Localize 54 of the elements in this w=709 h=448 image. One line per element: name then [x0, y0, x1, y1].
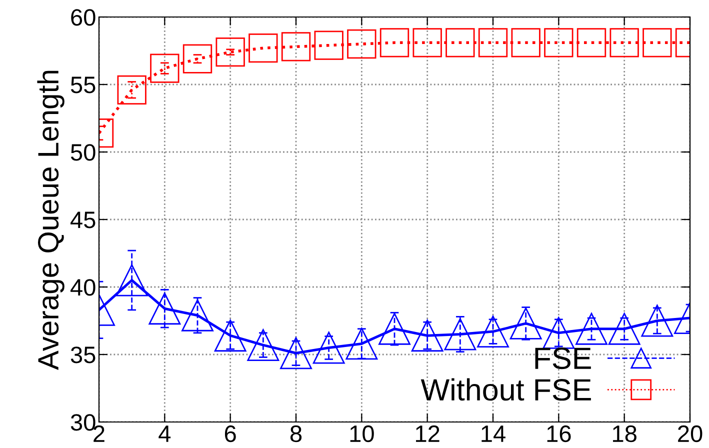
- y-tick-label: 60: [71, 9, 96, 26]
- point: [542, 316, 575, 349]
- point: [380, 28, 410, 58]
- point: [446, 28, 475, 58]
- point: [214, 320, 246, 352]
- point: [248, 33, 278, 63]
- point: [412, 28, 442, 58]
- point: [182, 44, 212, 74]
- y-axis-title: Average Queue Length: [37, 70, 64, 370]
- point: [608, 312, 640, 345]
- point: [314, 30, 344, 60]
- point: [346, 328, 378, 360]
- point: [576, 28, 606, 58]
- point: [411, 320, 444, 352]
- point: [148, 292, 181, 325]
- y-tick-label: 30: [70, 414, 96, 431]
- point: [642, 28, 672, 58]
- point: [281, 32, 311, 62]
- point: [576, 312, 608, 345]
- point: [478, 28, 508, 58]
- y-tick-label: 40: [70, 279, 96, 296]
- point: [150, 54, 180, 83]
- point: [347, 29, 376, 59]
- x-tick-label: 14: [482, 426, 506, 442]
- x-tick-label: 4: [158, 426, 171, 442]
- x-tick-label: 6: [224, 425, 236, 442]
- point: [477, 316, 509, 348]
- y-tick-label: 55: [70, 76, 96, 94]
- x-tick-label: 12: [416, 425, 440, 442]
- point: [312, 332, 345, 364]
- point: [182, 299, 214, 332]
- point: [511, 28, 540, 58]
- x-tick-label: 16: [547, 425, 571, 442]
- point: [117, 75, 146, 104]
- point: [216, 38, 245, 67]
- point: [444, 318, 476, 350]
- legend-label: FSE: [535, 348, 591, 370]
- point: [641, 304, 674, 337]
- x-tick-label: 2: [94, 425, 104, 442]
- point: [510, 307, 542, 340]
- point: [610, 28, 639, 58]
- point: [378, 312, 410, 345]
- point: [280, 337, 312, 370]
- y-tick-label: 45: [70, 212, 96, 228]
- point: [247, 329, 280, 362]
- x-tick-label: 8: [290, 425, 302, 442]
- x-tick-label: 18: [613, 425, 636, 442]
- y-tick-label: 35: [70, 346, 96, 364]
- legend-label: Without FSE: [420, 378, 591, 401]
- y-tick-label: 50: [70, 144, 96, 161]
- point: [116, 264, 148, 296]
- x-tick-label: 20: [678, 425, 702, 442]
- point: [544, 28, 574, 58]
- x-tick-label: 10: [350, 425, 374, 442]
